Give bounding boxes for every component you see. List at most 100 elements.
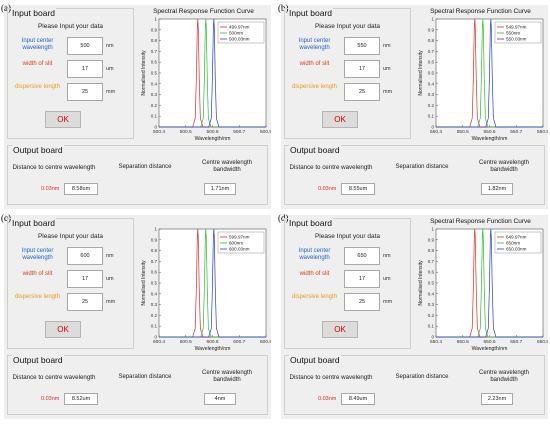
input-board-title: Input board xyxy=(11,218,57,228)
y-axis-label: Normalised Intensity xyxy=(141,50,147,96)
chart-svg: 0 0.1 0.2 0.3 0.4 0.5 0.6 0.7 0.8 0.9 1 550.4 550.5 5… xyxy=(418,17,548,143)
input-row-label: width of slit xyxy=(22,61,53,67)
x-tick-label: 600.7 xyxy=(233,339,245,345)
distance-label: Distance to centre wavelength xyxy=(289,374,373,381)
y-tick-label: 0.7 xyxy=(428,259,435,264)
x-tick-label: 600.4 xyxy=(153,339,165,345)
chart-svg: 0 0.1 0.2 0.3 0.4 0.5 0.6 0.7 0.8 0.9 1 500.4 500.5 5… xyxy=(141,17,271,143)
panel-tag: (a) xyxy=(1,3,11,13)
ok-button[interactable]: OK xyxy=(45,321,81,338)
y-tick-label: 0.6 xyxy=(428,270,435,275)
y-tick-label: 0.8 xyxy=(428,248,435,253)
input-row-label: Input center wavelength xyxy=(298,38,331,51)
y-tick-label: 0.5 xyxy=(428,71,435,76)
y-tick-label: 0.3 xyxy=(428,302,435,307)
legend-box xyxy=(494,231,542,254)
y-tick-label: 1 xyxy=(431,227,434,232)
input-row-label: width of slit xyxy=(299,61,330,67)
x-tick-label: 650.5 xyxy=(457,339,469,345)
ok-button[interactable]: OK xyxy=(45,111,81,128)
x-tick-label: 550.5 xyxy=(457,129,469,135)
panel-tag: (b) xyxy=(278,3,289,13)
input-row-unit: nm xyxy=(106,253,114,259)
output-board: Output board Distance to centre wavelengt… xyxy=(284,355,545,415)
input-row-field[interactable]: 500 xyxy=(67,37,103,55)
input-board: Input board Please Input your data Input c… xyxy=(284,218,411,349)
ok-button[interactable]: OK xyxy=(322,321,358,338)
separation-label: Separation distance xyxy=(395,374,449,380)
ok-button[interactable]: OK xyxy=(322,111,358,128)
y-tick-label: 0.4 xyxy=(151,291,158,296)
input-row-unit: nm xyxy=(383,43,391,49)
input-row-label: dispersive length xyxy=(291,294,338,300)
y-tick-label: 0.2 xyxy=(151,103,158,108)
output-board: Output board Distance to centre wavelengt… xyxy=(284,145,545,205)
x-tick-label: 550.6 xyxy=(483,129,495,135)
input-board-title: Input board xyxy=(11,8,57,18)
input-row-field[interactable]: 25 xyxy=(67,83,103,101)
x-tick-label: 600.6 xyxy=(206,339,218,345)
input-row-field[interactable]: 650 xyxy=(344,247,380,265)
x-tick-label: 650.6 xyxy=(483,339,495,345)
y-tick-label: 0.8 xyxy=(428,38,435,43)
input-row-field[interactable]: 25 xyxy=(67,293,103,311)
legend-label: 650nm xyxy=(506,241,520,246)
y-tick-label: 0.9 xyxy=(428,27,435,32)
separation-label: Separation distance xyxy=(395,164,449,170)
x-tick-label: 500.6 xyxy=(206,129,218,135)
bandwidth-label: Centre wavelength bandwidth xyxy=(478,160,530,173)
output-board-title: Output board xyxy=(289,355,341,365)
separation-field: 8.52um xyxy=(64,393,98,405)
panel-tag: (d) xyxy=(278,213,289,223)
x-tick-label: 650.7 xyxy=(510,339,522,345)
legend-label: 649.97nm xyxy=(506,235,527,240)
legend-label: 600nm xyxy=(229,241,243,246)
y-tick-label: 0.1 xyxy=(428,114,435,119)
app-panel-d: (d) Input board Please Input your data Inpu… xyxy=(278,213,548,419)
y-tick-label: 0.9 xyxy=(428,237,435,242)
chart-title: Spectral Response Function Curve xyxy=(153,8,254,15)
y-tick-label: 0.8 xyxy=(151,248,158,253)
y-axis-label: Normalised Intensity xyxy=(141,260,147,306)
input-board: Input board Please Input your data Input c… xyxy=(284,8,411,139)
input-row-field[interactable]: 550 xyxy=(344,37,380,55)
input-row-field[interactable]: 25 xyxy=(344,293,380,311)
spectral-chart: Spectral Response Function Curve 0 0.1 0.2 0… xyxy=(136,5,271,143)
input-row-field[interactable]: 25 xyxy=(344,83,380,101)
input-row-label: Input center wavelength xyxy=(21,248,54,261)
input-row-field[interactable]: 600 xyxy=(67,247,103,265)
y-tick-label: 0.9 xyxy=(151,27,158,32)
input-row-field[interactable]: 17 xyxy=(344,60,380,78)
y-tick-label: 0.4 xyxy=(151,81,158,86)
input-row-unit: um xyxy=(106,66,114,72)
series-line xyxy=(436,18,543,128)
separation-label: Separation distance xyxy=(118,164,172,170)
y-tick-label: 0.5 xyxy=(151,71,158,76)
input-row-field[interactable]: 17 xyxy=(344,270,380,288)
series-line xyxy=(436,228,543,338)
bandwidth-label: Centre wavelength bandwidth xyxy=(201,370,253,383)
y-tick-label: 0.3 xyxy=(428,92,435,97)
y-tick-label: 0.5 xyxy=(151,281,158,286)
offset-value: 0.03nm xyxy=(41,396,60,402)
legend-label: 549.97nm xyxy=(506,25,527,30)
input-row-field[interactable]: 17 xyxy=(67,270,103,288)
separation-field: 8.58um xyxy=(64,183,98,195)
legend-box xyxy=(217,231,265,254)
input-heading: Please Input your data xyxy=(314,233,381,240)
input-row-field[interactable]: 17 xyxy=(67,60,103,78)
y-tick-label: 1 xyxy=(431,17,434,22)
legend-label: 650.03nm xyxy=(506,247,527,252)
y-tick-label: 0.6 xyxy=(151,270,158,275)
input-row-unit: um xyxy=(383,276,391,282)
input-heading: Please Input your data xyxy=(37,23,104,30)
series-line xyxy=(436,18,543,128)
y-tick-label: 0 xyxy=(154,125,157,130)
input-row-label: dispersive length xyxy=(291,84,338,90)
input-row-unit: um xyxy=(106,276,114,282)
bandwidth-label: Centre wavelength bandwidth xyxy=(201,160,253,173)
y-tick-label: 0.6 xyxy=(428,60,435,65)
x-tick-label: 650.8 xyxy=(537,339,548,345)
input-row-unit: um xyxy=(383,66,391,72)
y-tick-label: 0.2 xyxy=(428,313,435,318)
